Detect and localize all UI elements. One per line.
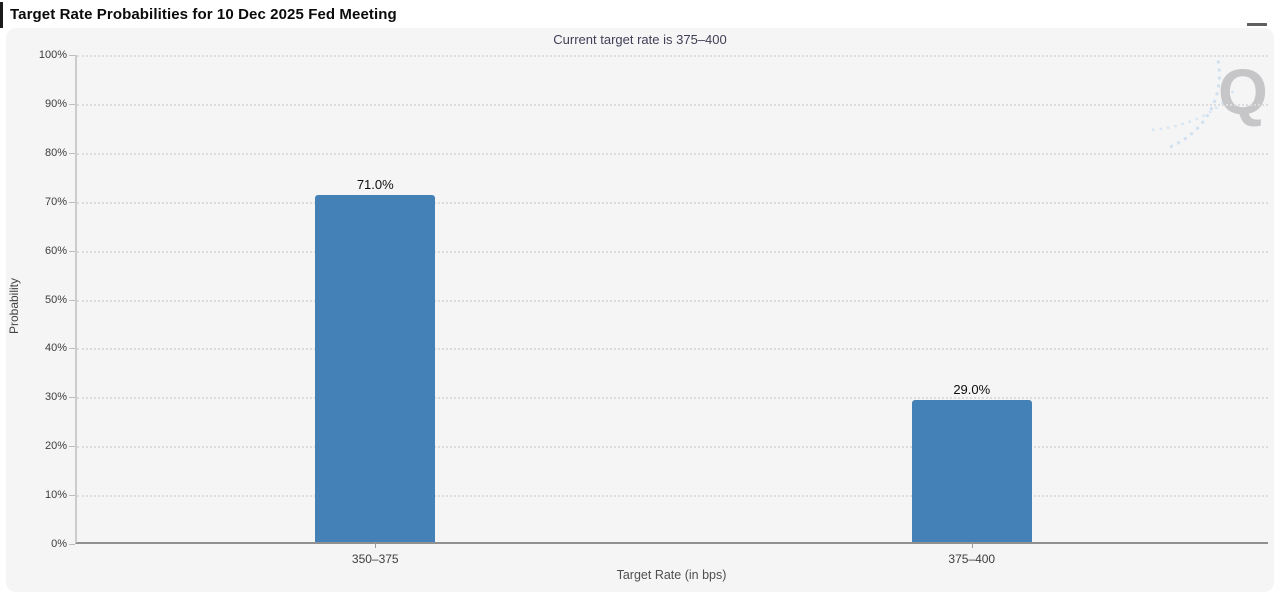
y-tick-mark [69,446,75,448]
screen-edge-artifact [0,2,3,28]
chart-title: Target Rate Probabilities for 10 Dec 202… [10,6,397,23]
y-tick-mark [69,152,75,154]
x-tick-mark [375,542,377,548]
y-tick-label: 50% [44,293,67,306]
x-tick-mark [971,542,973,548]
bar-value-label: 71.0% [356,176,394,192]
hamburger-menu-icon[interactable] [1247,8,1267,26]
y-tick-mark [69,348,75,350]
x-axis-title: Target Rate (in bps) [616,568,727,582]
y-tick-mark [69,397,75,399]
y-tick-label: 90% [44,97,67,110]
y-tick-label: 30% [44,391,67,404]
y-tick-label: 20% [44,440,67,453]
y-tick-mark [69,495,75,497]
gridline [77,201,1268,204]
y-tick-label: 80% [44,146,67,159]
x-category-label: 375–400 [948,552,996,566]
gridline [77,299,1268,302]
x-category-label: 350–375 [351,552,399,566]
gridline [77,55,1268,57]
y-tick-label: 70% [44,195,67,208]
y-tick-mark [69,55,75,56]
y-tick-label: 0% [51,538,67,550]
y-tick-label: 60% [44,244,67,257]
gridline [77,103,1268,106]
y-tick-mark [69,544,75,545]
plot-area: 0% 10% 20% 30% 40% 50% 60% 70% 80% 90% 100% 71.0% 2… [39,49,1268,566]
y-tick-mark [69,299,75,301]
gridline [77,446,1268,449]
hamburger-bar [1247,22,1267,26]
y-tick-label: 10% [44,489,67,502]
gridline [77,495,1268,498]
y-tick-label: 100% [38,49,67,61]
gridline [77,397,1268,400]
y-tick-mark [69,250,75,252]
bar-375–400[interactable] [911,400,1032,542]
chart-panel [6,28,1274,592]
bar-value-label: 29.0% [953,382,991,398]
gridline [77,152,1268,155]
bar-350–375[interactable] [315,194,436,542]
y-axis-title: Probability [7,277,21,335]
y-tick-mark [69,201,75,203]
y-tick-mark [69,103,75,105]
gridline [77,250,1268,253]
chart-subtitle: Current target rate is 375–400 [553,32,727,47]
y-tick-label: 40% [44,342,67,355]
gridline [77,348,1268,351]
